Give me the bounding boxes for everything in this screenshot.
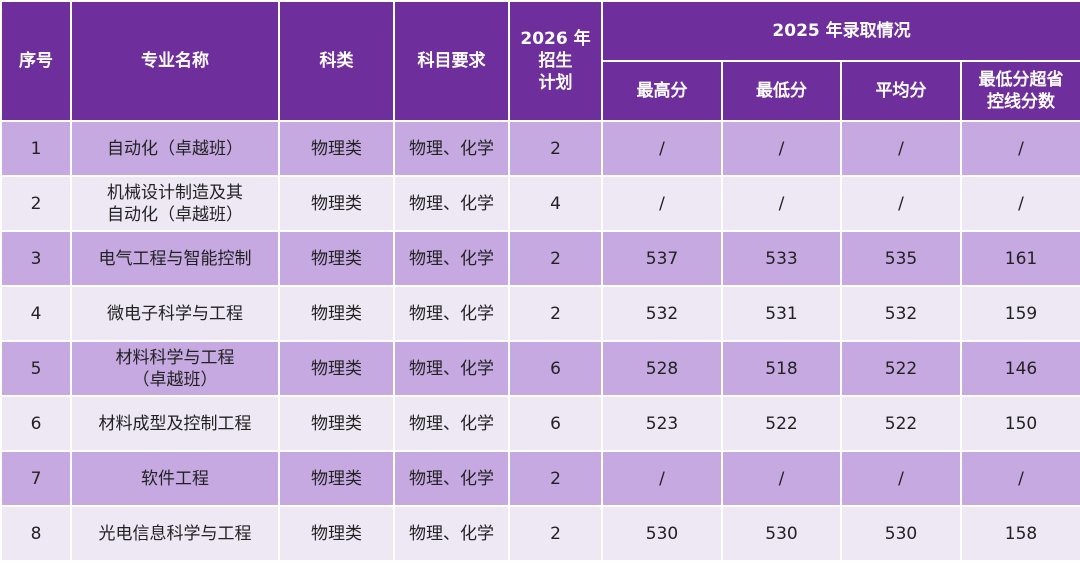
table-cell: 材料科学与工程 （卓越班） (70, 340, 280, 397)
table-cell: 6 (0, 395, 72, 452)
table-cell: 6 (508, 395, 603, 452)
table-cell: 软件工程 (70, 450, 280, 507)
table-cell: 532 (840, 285, 962, 342)
table-cell: 528 (601, 340, 723, 397)
table-cell: 7 (0, 450, 72, 507)
table-cell: 2 (508, 120, 603, 177)
table-cell: 物理类 (278, 285, 395, 342)
header-cell: 序号 (0, 0, 72, 122)
table-row: 3 电气工程与智能控制 物理类 物理、化学 2 537 533 535 161 (0, 230, 1080, 287)
admission-table: 序号 专业名称 科类 科目要求 2026 年 招生 计划 2025 年录取情况 最高分 最低分… (0, 0, 1080, 562)
table-cell: 物理、化学 (393, 175, 510, 232)
table-cell: 531 (721, 285, 842, 342)
header-cell: 最高分 (601, 60, 723, 122)
table-cell: 5 (0, 340, 72, 397)
table-cell: 161 (959, 230, 1080, 287)
table-row: 1 自动化（卓越班） 物理类 物理、化学 2// / / (0, 120, 1080, 177)
table-row: 2 机械设计制造及其 自动化（卓越班） 物理类 物理、化学 4// / / (0, 175, 1080, 232)
table-cell: 522 (840, 340, 962, 397)
table-cell: 8 (0, 505, 72, 562)
table-cell: 物理类 (278, 175, 395, 232)
table-cell: 电气工程与智能控制 (70, 230, 280, 287)
table-cell: / (840, 120, 962, 177)
table-row: 6 材料成型及控制工程 物理类 物理、化学 6 523 522 522 150 (0, 395, 1080, 452)
table-cell: 光电信息科学与工程 (70, 505, 280, 562)
table-cell: 535 (840, 230, 962, 287)
table-cell: 物理、化学 (393, 285, 510, 342)
table-header: 序号 专业名称 科类 科目要求 2026 年 招生 计划 2025 年录取情况 最高分 最低分… (0, 0, 1080, 122)
header-cell: 2026 年 招生 计划 (508, 0, 603, 122)
table-cell: 522 (721, 395, 842, 452)
table-cell: 522 (840, 395, 962, 452)
table-cell: 523 (601, 395, 723, 452)
table-cell: / (840, 450, 962, 507)
table-cell: 物理类 (278, 120, 395, 177)
table-cell: 物理、化学 (393, 505, 510, 562)
header-row: 序号 专业名称 科类 科目要求 2026 年 招生 计划 2025 年录取情况 (0, 0, 1080, 122)
table-cell: / (721, 450, 842, 507)
table-cell: 2 (508, 450, 603, 507)
table-cell: 4 (508, 175, 603, 232)
table-cell: 材料成型及控制工程 (70, 395, 280, 452)
table-cell: 物理类 (278, 230, 395, 287)
table-row: 5 材料科学与工程 （卓越班） 物理类 物理、化学 6 528 518 522 146 (0, 340, 1080, 397)
table-cell: / (959, 175, 1080, 232)
table-cell: 1 (0, 120, 72, 177)
table-cell: 530 (601, 505, 723, 562)
table-cell: 6 (508, 340, 603, 397)
header-row: 最高分 最低分 平均分 最低分超省 控线分数 (1, 60, 1080, 122)
table-cell: 150 (959, 395, 1080, 452)
table-cell: 532 (601, 285, 723, 342)
table-cell: 物理类 (278, 450, 395, 507)
header-cell: 平均分 (840, 60, 962, 122)
table-cell: 530 (721, 505, 842, 562)
table-cell: 533 (721, 230, 842, 287)
table-cell: 2 (508, 505, 603, 562)
table-cell: 物理、化学 (393, 395, 510, 452)
table-cell: 537 (601, 230, 723, 287)
table-cell: 机械设计制造及其 自动化（卓越班） (70, 175, 280, 232)
table-cell: / (721, 175, 842, 232)
table-cell: / (601, 120, 723, 177)
table-cell: / (959, 450, 1080, 507)
table-cell: / (601, 450, 723, 507)
table-cell: 146 (959, 340, 1080, 397)
header-cell: 最低分超省 控线分数 (959, 60, 1080, 122)
table-cell: 自动化（卓越班） (70, 120, 280, 177)
table-row: 8 光电信息科学与工程 物理类 物理、化学 2 530 530 530 158 (0, 505, 1080, 562)
table-cell: 物理、化学 (393, 230, 510, 287)
header-cell: 专业名称 (70, 0, 280, 122)
table-cell: 物理、化学 (393, 450, 510, 507)
table-cell: 物理、化学 (393, 340, 510, 397)
table-cell: / (721, 120, 842, 177)
table-cell: 2 (508, 285, 603, 342)
table-body: 1 自动化（卓越班） 物理类 物理、化学 2// //2 机械设计制造及其 自动化（卓越班）… (0, 120, 1080, 562)
table-cell: 2 (508, 230, 603, 287)
table-cell: 物理类 (278, 505, 395, 562)
table-row: 4 微电子科学与工程 物理类 物理、化学 2 532 531 532 159 (0, 285, 1080, 342)
table-cell: 2 (0, 175, 72, 232)
table-cell: 158 (959, 505, 1080, 562)
header-cell: 科目要求 (393, 0, 510, 122)
table-cell: 518 (721, 340, 842, 397)
table-cell: 159 (959, 285, 1080, 342)
header-cell: 2025 年录取情况 (600, 0, 1080, 62)
table-cell: 4 (0, 285, 72, 342)
table-row: 7 软件工程 物理类 物理、化学 2// / / (0, 450, 1080, 507)
table-cell: 物理类 (278, 395, 395, 452)
table-cell: 530 (840, 505, 962, 562)
table-cell: 物理、化学 (393, 120, 510, 177)
table-cell: / (840, 175, 962, 232)
header-cell: 最低分 (721, 60, 842, 122)
header-cell: 科类 (278, 0, 395, 122)
table-cell: 微电子科学与工程 (70, 285, 280, 342)
table-cell: / (601, 175, 723, 232)
table-cell: 物理类 (278, 340, 395, 397)
table-cell: 3 (0, 230, 72, 287)
table-cell: / (959, 120, 1080, 177)
